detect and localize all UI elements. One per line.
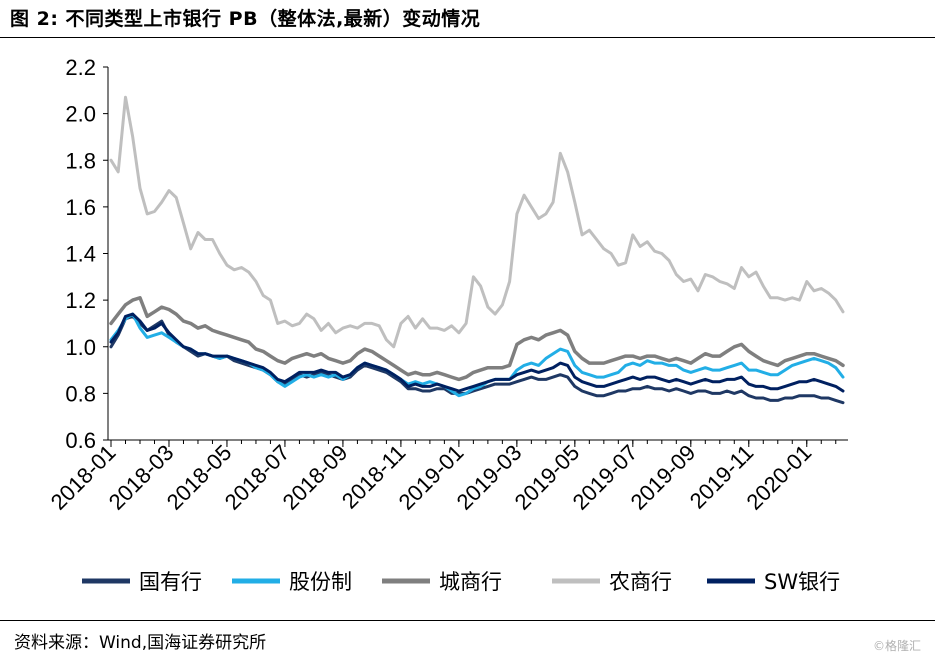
series-line-3 (109, 95, 845, 349)
y-tick-label: 1.0 (65, 335, 96, 360)
series-line-4 (109, 312, 845, 393)
x-tick-label: 2020-01 (742, 440, 817, 515)
series-line-2 (109, 296, 845, 382)
y-tick-label: 2.2 (65, 55, 96, 80)
y-tick-label: 2.0 (65, 102, 96, 127)
legend-label: 农商行 (609, 570, 672, 594)
pb-line-chart: 0.60.81.01.21.41.61.82.02.22018-012018-0… (46, 55, 848, 594)
chart-lines (109, 95, 845, 405)
y-tick-label: 0.6 (65, 428, 96, 453)
y-tick-label: 1.4 (65, 242, 96, 267)
footer-divider (0, 620, 935, 621)
y-tick-label: 1.2 (65, 288, 96, 313)
chart-legend: 国有行 股份制 城商行 农商行 SW银行 (82, 570, 840, 594)
legend-label: SW银行 (764, 570, 840, 594)
legend-label: 城商行 (439, 570, 502, 594)
source-note: 资料来源：Wind,国海证券研究所 (14, 633, 267, 653)
y-tick-label: 1.8 (65, 148, 96, 173)
legend-label: 股份制 (289, 570, 352, 594)
chart-title: 图 2: 不同类型上市银行 PB（整体法,最新）变动情况 (10, 8, 481, 30)
x-tick-label: 2019-09 (626, 440, 701, 515)
series-line-0 (109, 314, 845, 405)
watermark: ©格隆汇 (872, 639, 921, 653)
y-tick-label: 1.6 (65, 195, 96, 220)
x-tick-label: 2018-09 (278, 440, 353, 515)
title-divider (0, 37, 935, 38)
y-tick-label: 0.8 (65, 381, 96, 406)
legend-label: 国有行 (139, 570, 202, 594)
